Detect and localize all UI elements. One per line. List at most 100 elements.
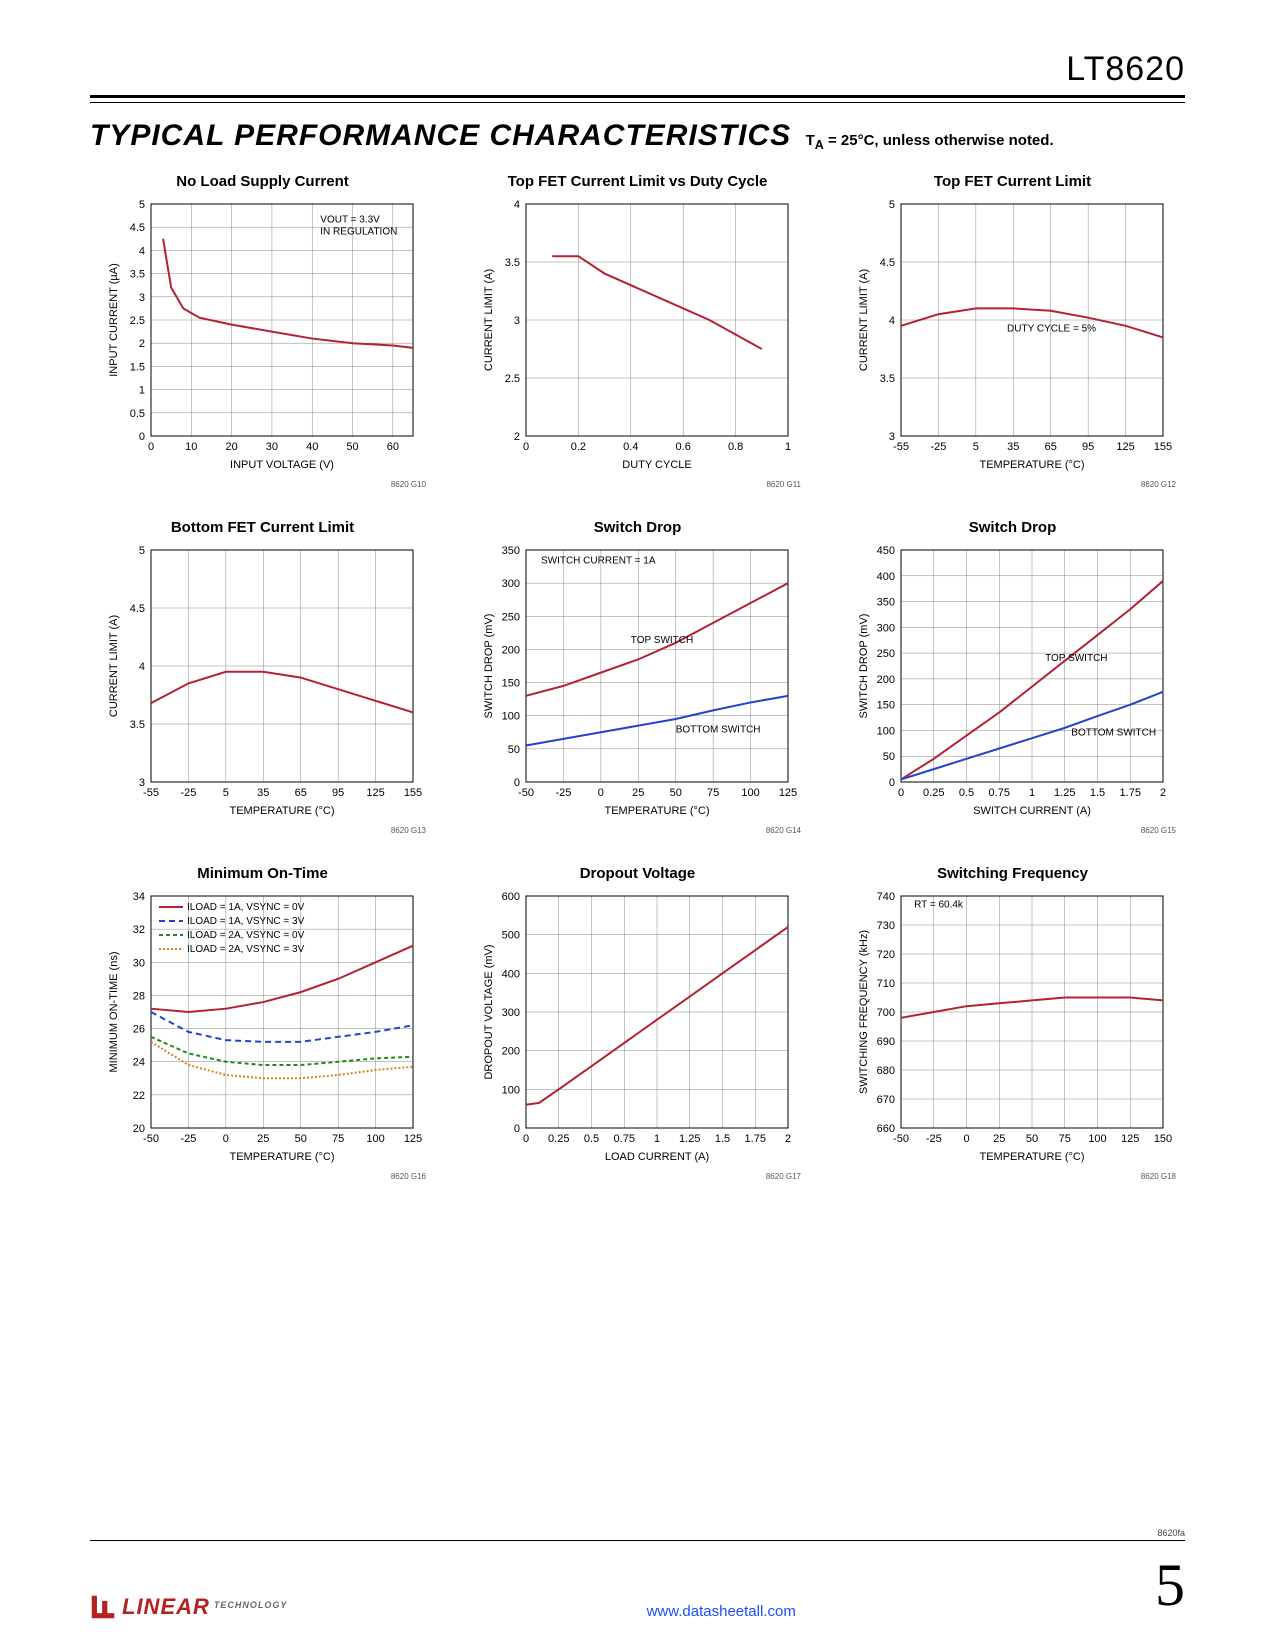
section-title: TYPICAL PERFORMANCE CHARACTERISTICS [90,119,791,152]
svg-text:1.25: 1.25 [679,1133,700,1145]
svg-text:95: 95 [332,787,344,799]
svg-text:VOUT = 3.3V: VOUT = 3.3V [320,215,380,226]
svg-text:75: 75 [332,1133,344,1145]
chart: -55-25535659512515533.544.55TEMPERATURE … [103,542,423,822]
chart-cell: Minimum On-Time-50-250255075100125202224… [90,865,435,1181]
charts-grid: No Load Supply Current010203040506000.51… [90,173,1185,1181]
svg-text:50: 50 [669,787,681,799]
svg-text:0.5: 0.5 [958,787,973,799]
svg-text:-50: -50 [893,1133,909,1145]
svg-text:100: 100 [741,787,759,799]
chart-cell: Switch Drop00.250.50.7511.251.51.7520501… [840,519,1185,835]
chart-id: 8620 G13 [81,826,444,835]
chart-id: 8620 G11 [456,480,819,489]
svg-text:0.5: 0.5 [129,408,144,420]
svg-text:730: 730 [876,920,894,932]
chart-cell: Bottom FET Current Limit-55-255356595125… [90,519,435,835]
svg-text:740: 740 [876,891,894,903]
svg-text:710: 710 [876,978,894,990]
chart: 00.250.50.7511.251.51.752010020030040050… [478,888,798,1168]
chart-id: 8620 G17 [456,1172,819,1181]
svg-text:500: 500 [501,930,519,942]
section-subtitle: TA = 25°C, unless otherwise noted. [806,132,1054,149]
svg-text:0: 0 [897,787,903,799]
svg-text:100: 100 [1088,1133,1106,1145]
svg-text:3.5: 3.5 [504,257,519,269]
svg-text:65: 65 [1044,441,1056,453]
svg-text:-25: -25 [925,1133,941,1145]
svg-text:0: 0 [597,787,603,799]
logo-subtext: TECHNOLOGY [214,1600,288,1610]
svg-text:1.5: 1.5 [129,361,144,373]
svg-text:0: 0 [138,431,144,443]
chart: 00.250.50.7511.251.51.752050100150200250… [853,542,1173,822]
chart-title: Switch Drop [594,519,682,536]
svg-text:IN REGULATION: IN REGULATION [320,227,397,238]
svg-text:0: 0 [963,1133,969,1145]
svg-text:-25: -25 [555,787,571,799]
logo-icon [90,1594,116,1620]
chart-title: Top FET Current Limit [934,173,1091,190]
chart-title: No Load Supply Current [176,173,349,190]
svg-text:2.5: 2.5 [504,373,519,385]
svg-text:125: 125 [1116,441,1134,453]
chart-title: Minimum On-Time [197,865,328,882]
chart: -50-2502550751001252022242628303234TEMPE… [103,888,423,1168]
svg-text:250: 250 [501,611,519,623]
chart-title: Top FET Current Limit vs Duty Cycle [508,173,768,190]
svg-text:0: 0 [222,1133,228,1145]
svg-text:DUTY CYCLE = 5%: DUTY CYCLE = 5% [1007,324,1096,335]
svg-text:200: 200 [501,1046,519,1058]
svg-text:35: 35 [257,787,269,799]
svg-text:TEMPERATURE (°C): TEMPERATURE (°C) [229,1151,334,1163]
svg-text:0: 0 [522,1133,528,1145]
chart-title: Dropout Voltage [580,865,696,882]
svg-text:CURRENT LIMIT (A): CURRENT LIMIT (A) [858,269,870,371]
svg-text:1.25: 1.25 [1054,787,1075,799]
svg-text:DUTY CYCLE: DUTY CYCLE [622,459,691,471]
svg-text:TEMPERATURE (°C): TEMPERATURE (°C) [979,1151,1084,1163]
svg-text:SWITCH CURRENT (A): SWITCH CURRENT (A) [973,805,1091,817]
svg-text:250: 250 [876,648,894,660]
svg-text:125: 125 [403,1133,421,1145]
svg-text:3.5: 3.5 [129,719,144,731]
svg-text:0.2: 0.2 [570,441,585,453]
svg-text:10: 10 [185,441,197,453]
svg-text:50: 50 [346,441,358,453]
svg-text:20: 20 [225,441,237,453]
svg-text:5: 5 [222,787,228,799]
svg-text:0.4: 0.4 [623,441,638,453]
svg-text:680: 680 [876,1065,894,1077]
footer-link[interactable]: www.datasheetall.com [647,1603,796,1620]
svg-text:25: 25 [257,1133,269,1145]
svg-text:5: 5 [972,441,978,453]
chart-id: 8620 G12 [831,480,1194,489]
svg-text:5: 5 [138,545,144,557]
svg-text:4.5: 4.5 [879,257,894,269]
chart: -55-25535659512515533.544.55TEMPERATURE … [853,196,1173,476]
header-rule [90,102,1185,103]
svg-text:30: 30 [132,957,144,969]
svg-text:690: 690 [876,1036,894,1048]
svg-text:300: 300 [501,1007,519,1019]
svg-text:5: 5 [138,199,144,211]
svg-text:TEMPERATURE (°C): TEMPERATURE (°C) [604,805,709,817]
svg-text:-55: -55 [893,441,909,453]
svg-text:700: 700 [876,1007,894,1019]
svg-text:ILOAD = 1A, VSYNC = 3V: ILOAD = 1A, VSYNC = 3V [187,916,305,927]
svg-text:INPUT CURRENT (µA): INPUT CURRENT (µA) [108,263,120,377]
svg-text:0.75: 0.75 [613,1133,634,1145]
chart-title: Switch Drop [969,519,1057,536]
chart-cell: Top FET Current Limit vs Duty Cycle00.20… [465,173,810,489]
svg-text:BOTTOM SWITCH: BOTTOM SWITCH [1071,728,1156,739]
chart-cell: Top FET Current Limit-55-255356595125155… [840,173,1185,489]
svg-text:450: 450 [876,545,894,557]
svg-text:20: 20 [132,1123,144,1135]
svg-text:CURRENT LIMIT (A): CURRENT LIMIT (A) [483,269,495,371]
svg-text:100: 100 [876,725,894,737]
svg-text:TEMPERATURE (°C): TEMPERATURE (°C) [229,805,334,817]
svg-text:0.5: 0.5 [583,1133,598,1145]
chart: -50-250255075100125150660670680690700710… [853,888,1173,1168]
chart-id: 8620 G18 [831,1172,1194,1181]
svg-text:150: 150 [876,700,894,712]
